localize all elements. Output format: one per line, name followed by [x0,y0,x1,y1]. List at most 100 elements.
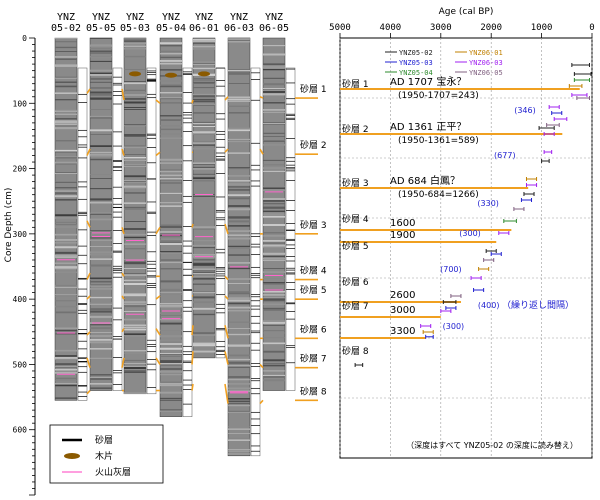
sand-layer-label: 砂層 4 [300,265,327,277]
x-tick-label: 4000 [380,23,402,33]
event-sand-label: 砂層 1 [342,78,369,90]
core-log-strip [146,67,157,395]
x-tick-label: 1000 [531,23,553,33]
sand-correlation-line [121,295,125,300]
legend-series-label: YNZ06-05 [469,69,503,77]
sand-correlation-line [191,351,194,365]
depth-tick-label: 0 [22,34,27,43]
interval-label: (300) [459,229,481,238]
core-name: 05-02 [51,23,81,34]
sand-correlation-line [155,99,161,104]
sand-correlation-line [259,399,264,405]
legend-series-label: YNZ05-02 [399,49,433,57]
sand-correlation-line [224,96,229,101]
wood-fragment [165,72,177,78]
core-column: YNZ05-04 [156,12,193,417]
interval-label: (300) [443,322,465,331]
depth-tick-label: 100 [13,99,28,108]
core-column: YNZ06-01 [189,12,226,359]
legend-series-label: YNZ05-04 [399,69,433,77]
core-name: 05-03 [120,23,150,34]
core-name: 06-03 [224,23,254,34]
x-tick-label: 2000 [480,23,502,33]
depth-tick-label: 400 [13,295,28,304]
core-log-strip [182,67,193,417]
sand-correlation-line [86,357,91,368]
sand-layer-label: 砂層 7 [300,353,327,365]
sand-layer-label: 砂層 5 [300,284,327,296]
legend-series-label: YNZ05-03 [399,59,433,67]
sand-correlation-line [191,383,194,391]
interval-label: (700) [440,265,462,274]
core-name: YNZ [162,12,180,23]
depth-tick-label: 300 [13,230,28,239]
core-name: 05-04 [156,23,186,34]
core-log-strip [215,67,226,359]
interval-label: (346) [514,106,536,115]
core-log-strip [112,67,123,391]
sand-correlation-line [121,88,125,101]
interval-label: (400) [478,301,500,310]
sand-correlation-line [224,383,229,404]
x-tick-label: 3000 [430,23,452,33]
event-date-label: 3300 [390,326,415,337]
sand-correlation-line [121,328,125,333]
legend-label: 砂層 [95,434,113,446]
event-sand-label: 砂層 5 [342,240,369,252]
sand-correlation-line [86,295,91,300]
core-name: YNZ [195,12,213,23]
core-column: YNZ06-03 [224,12,261,457]
sand-correlation-line [86,88,91,94]
core-name: 06-01 [189,23,219,34]
sand-layer-label: 砂層 6 [300,323,327,335]
legend-series-label: YNZ06-01 [469,49,503,57]
sand-correlation-line [224,351,229,365]
event-date-label: 3000 [390,305,415,316]
age-depth-panel: 5000 4000 3000 2000 1000 0 Age (cal BP) YNZ05-0… [329,7,595,459]
core-log-strip [250,67,261,457]
sand-layer-label: 砂層 2 [300,139,327,151]
core-photo [54,37,78,401]
event-date-label: 2600 [390,290,415,301]
sand-correlation-line [259,96,264,99]
sand-layer-label: 砂層 3 [300,219,327,231]
interval-label: (330) [477,199,499,208]
event-sand-label: 砂層 6 [342,276,369,288]
x-tick-label: 5000 [329,23,351,33]
core-column: YNZ05-03 [120,12,157,395]
sand-correlation-line [155,357,161,365]
core-name: 05-05 [86,23,116,34]
core-name: YNZ [57,12,75,23]
sand-correlation-line [86,390,91,395]
core-name: YNZ [92,12,110,23]
sand-correlation-line [224,275,229,281]
core-photo [192,37,216,359]
sand-correlation-line [86,220,91,228]
core-column: YNZ06-05 [259,12,296,391]
sand-correlation-line [224,223,229,235]
x-axis-label: Age (cal BP) [439,7,494,17]
sand-correlation-line [121,272,125,277]
depth-tick-label: 500 [13,360,28,369]
sand-correlation-line [121,357,125,368]
sand-layer-label: 砂層 8 [300,385,327,397]
depth-axis-label: Core Depth (cm) [4,188,14,263]
event-sand-label: 砂層 4 [342,213,369,225]
core-log-strip [285,67,296,391]
x-tick-label: 0 [589,23,594,33]
sand-correlation-line [86,148,91,156]
sand-correlation-line [121,227,125,235]
event-date-label: AD 1707 宝永？ [390,75,466,88]
event-date-label: 1900 [390,230,415,241]
core-name: YNZ [230,12,248,23]
plot-frame [339,37,593,459]
sand-correlation-line [155,328,161,336]
event-date-label: AD 684 白鳳？ [390,174,460,187]
depth-tick-label: 600 [13,426,28,435]
legend-age: YNZ05-02 YNZ05-03 YNZ05-04 YNZ06-01 YNZ06-03… [385,49,503,77]
event-sand-label: 砂層 7 [342,300,369,312]
sand-layer-label: 砂層 1 [300,83,327,95]
